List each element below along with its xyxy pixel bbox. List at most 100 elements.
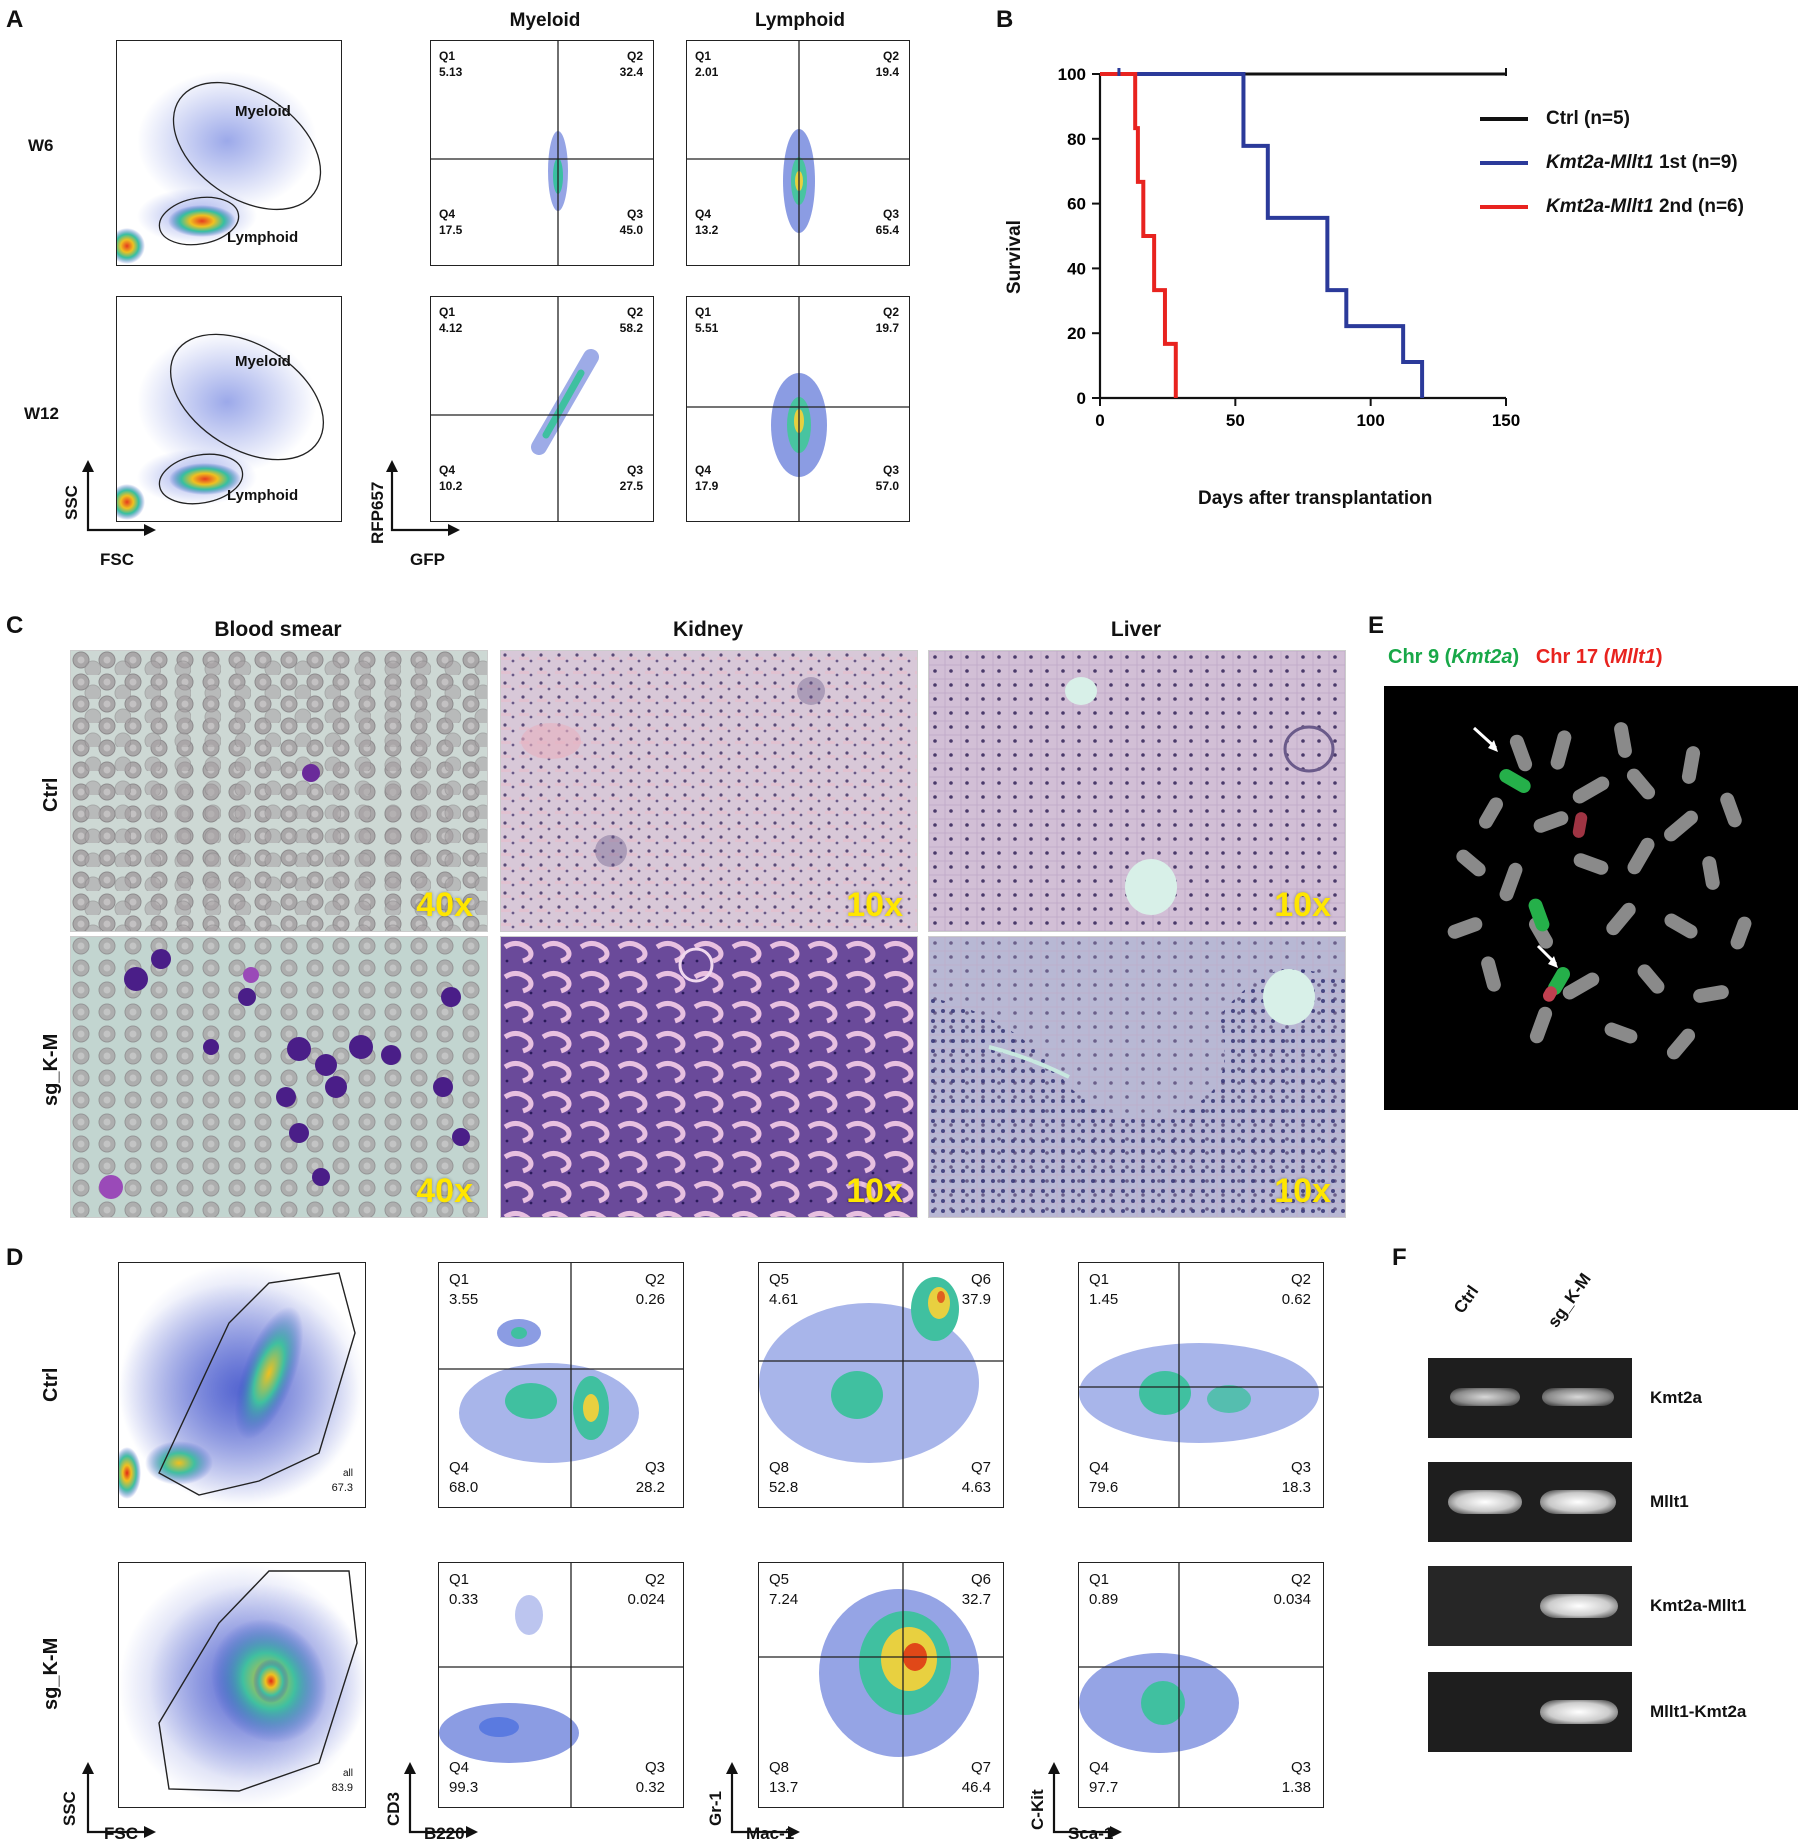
y-tick-label: 60 xyxy=(1067,195,1086,214)
quad-value: 13.2 xyxy=(695,223,719,237)
quad-value: 68.0 xyxy=(449,1479,479,1496)
legend-2nd: Kmt2a-Mllt1 2nd (n=6) xyxy=(1480,196,1744,218)
axis-label-rfp657: RFP657 xyxy=(368,481,387,544)
d-axis-arrows-2 xyxy=(404,1762,478,1838)
quad-label: Q2 xyxy=(1290,1271,1311,1288)
d-gr1-mac1-ctrl: Q5 4.61 Q6 37.9 Q8 52.8 Q7 4.63 xyxy=(758,1262,1004,1508)
quad-label: Q1 xyxy=(439,49,456,63)
c-row-sgkm: sg_K-M xyxy=(40,1033,62,1106)
quad-value: 17.5 xyxy=(439,223,463,237)
quad-value: 18.3 xyxy=(1281,1479,1311,1496)
series-line-1 xyxy=(1100,72,1425,398)
magnification-label: 10x xyxy=(1274,1172,1331,1210)
d-axis-cd3: CD3 xyxy=(384,1791,403,1826)
quad-label: Q2 xyxy=(1290,1571,1311,1588)
c-col-liver: Liver xyxy=(1110,618,1162,641)
quad-label: Q4 xyxy=(439,463,456,477)
x-tick-label: 100 xyxy=(1356,411,1384,430)
d-axis-mac1: Mac-1 xyxy=(746,1824,795,1843)
d-row-sgkm: sg_K-M xyxy=(40,1637,62,1710)
d-axis-gr1: Gr-1 xyxy=(706,1791,725,1826)
col-title-lymphoid: Lymphoid xyxy=(754,10,846,31)
fish-chr9: Chr 9 (Kmt2a) xyxy=(1388,646,1520,668)
quad-value: 0.62 xyxy=(1281,1291,1311,1308)
axis-label-gfp: GFP xyxy=(410,550,445,569)
quad-label: Q6 xyxy=(970,1571,991,1588)
d-axis-sca1: Sca-1 xyxy=(1068,1824,1114,1843)
quad-value: 19.4 xyxy=(875,65,899,79)
quad-label: Q4 xyxy=(695,463,712,477)
fsc-ssc-svg-w12 xyxy=(117,330,325,520)
quad-label: Q3 xyxy=(626,463,643,477)
metaphase-spread xyxy=(1447,722,1752,1060)
magnification-label: 40x xyxy=(416,886,473,924)
quad-label: Q2 xyxy=(882,305,899,319)
micro-kidney-sgkm: 10x xyxy=(500,936,918,1218)
quad-label: Q4 xyxy=(449,1459,470,1476)
d-ckit-sca1-sgkm: Q1 0.89 Q2 0.034 Q4 97.7 Q3 1.38 xyxy=(1078,1562,1324,1808)
quad-label: Q3 xyxy=(644,1459,665,1476)
axis-arrows-gfp-rfp xyxy=(386,460,460,536)
d-cd3-b220-sgkm: Q1 0.33 Q2 0.024 Q4 99.3 Q3 0.32 xyxy=(438,1562,684,1808)
micro-blood-sgkm: 40x xyxy=(70,936,488,1218)
magnification-label: 10x xyxy=(846,1172,903,1210)
gel-lane-ctrl: Ctrl xyxy=(1450,1282,1483,1317)
quad-value: 5.51 xyxy=(695,321,719,335)
gel-label-kmt2a-mllt1: Kmt2a-Mllt1 xyxy=(1650,1596,1747,1615)
fish-image xyxy=(1384,686,1798,1110)
quad-label: Q2 xyxy=(644,1271,665,1288)
quad-label: Q2 xyxy=(644,1571,665,1588)
legend-swatch-ctrl xyxy=(1480,116,1528,121)
quad-value: 0.034 xyxy=(1273,1591,1311,1608)
micro-kidney-ctrl: 10x xyxy=(500,650,918,932)
quad-label: Q5 xyxy=(769,1571,790,1588)
d-cd3-b220-ctrl: Q1 3.55 Q2 0.26 Q4 68.0 Q3 28.2 xyxy=(438,1262,684,1508)
d-axis-ckit: C-Kit xyxy=(1028,1789,1047,1830)
y-tick-label: 100 xyxy=(1058,65,1086,84)
legend-text-1st: 1st (n=9) xyxy=(1653,152,1738,173)
quad-label: Q7 xyxy=(970,1459,991,1476)
legend-swatch-2nd xyxy=(1480,204,1528,209)
quad-label: Q4 xyxy=(439,207,456,221)
panel-letter-c: C xyxy=(6,612,24,639)
quad-label: Q3 xyxy=(1290,1459,1311,1476)
quad-value: 0.89 xyxy=(1089,1591,1119,1608)
y-tick-label: 20 xyxy=(1067,324,1086,343)
c-col-kidney: Kidney xyxy=(672,618,743,641)
fish-chr17: Chr 17 (Mllt1) xyxy=(1535,646,1663,668)
d-fsc-ssc-ctrl: all 67.3 xyxy=(118,1262,366,1508)
gel-kmt2a xyxy=(1428,1358,1632,1438)
gate-label-myeloid: Myeloid xyxy=(235,103,291,120)
gate-all-value: 67.3 xyxy=(331,1482,353,1494)
quad-value: 0.32 xyxy=(635,1779,665,1796)
legend-1st: Kmt2a-Mllt1 1st (n=9) xyxy=(1480,152,1738,174)
magnification-label: 10x xyxy=(846,886,903,924)
d-axis-ssc: SSC xyxy=(60,1791,79,1826)
d-axis-fsc: FSC xyxy=(104,1824,138,1843)
axis-label-ssc-a: SSC xyxy=(62,485,81,520)
micro-liver-ctrl: 10x xyxy=(928,650,1346,932)
quadrant-plot-a-2: Q1 2.01 Q2 19.4 Q4 13.2 Q3 65.4 xyxy=(686,40,910,266)
lymphoid-gate xyxy=(158,196,240,246)
gate-all-label: all xyxy=(342,1468,353,1479)
panel-letter-e: E xyxy=(1368,612,1385,639)
x-tick-label: 150 xyxy=(1492,411,1520,430)
quad-value: 57.0 xyxy=(875,479,899,493)
quad-value: 3.55 xyxy=(449,1291,479,1308)
quad-value: 32.4 xyxy=(619,65,643,79)
legend-swatch-1st xyxy=(1480,160,1528,165)
quad-label: Q1 xyxy=(695,305,712,319)
quad-value: 32.7 xyxy=(961,1591,991,1608)
quad-label: Q3 xyxy=(882,207,899,221)
gate-all-label-sg: all xyxy=(342,1768,353,1779)
panel-letter-f: F xyxy=(1392,1244,1407,1271)
gel-label-kmt2a: Kmt2a xyxy=(1650,1388,1702,1407)
quad-value: 52.8 xyxy=(769,1479,799,1496)
x-tick-label: 0 xyxy=(1095,411,1104,430)
quad-value: 58.2 xyxy=(619,321,643,335)
survival-chart: 0 20 40 60 80 100 0 50 100 150 xyxy=(1058,65,1521,430)
micro-liver-sgkm: 10x xyxy=(928,936,1346,1218)
gel-lane-sgkm: sg_K-M xyxy=(1544,1269,1595,1331)
quad-value: 28.2 xyxy=(635,1479,665,1496)
quad-label: Q2 xyxy=(626,305,643,319)
